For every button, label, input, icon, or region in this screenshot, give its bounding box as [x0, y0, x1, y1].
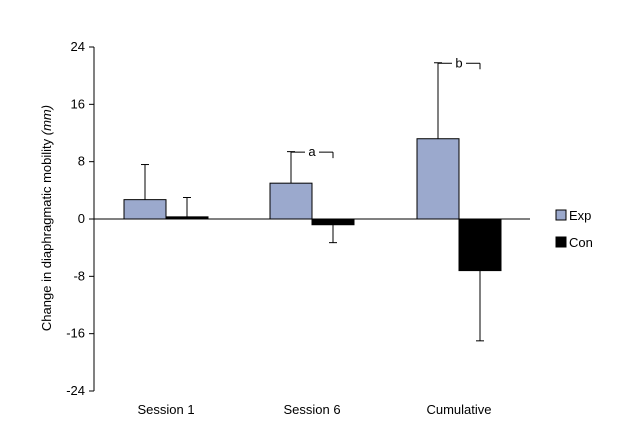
- y-tick-label: 0: [78, 211, 85, 226]
- y-tick-label: -8: [73, 268, 85, 283]
- legend-label-con: Con: [569, 235, 593, 250]
- y-tick-label: -24: [66, 383, 85, 398]
- significance-label: a: [308, 144, 316, 159]
- legend: Exp Con: [555, 208, 593, 250]
- x-tick-label: Session 6: [283, 402, 340, 417]
- annotations: ab: [290, 55, 481, 159]
- bar-con: [458, 218, 502, 272]
- legend-label-exp: Exp: [569, 208, 591, 223]
- y-tick-label: 24: [71, 39, 85, 54]
- bar-exp: [416, 138, 460, 220]
- legend-swatch-exp: [555, 209, 567, 221]
- significance-label: b: [455, 55, 462, 70]
- y-axis-label-unit: (mm): [39, 105, 54, 135]
- y-axis-label-main: Change in diaphragmatic mobility: [39, 135, 54, 331]
- y-axis: -24 -16 -8 0 8 16 24: [66, 39, 95, 398]
- category-labels: Session 1 Session 6 Cumulative: [137, 402, 491, 417]
- y-tick-label: 16: [71, 96, 85, 111]
- bar-exp: [123, 199, 167, 220]
- y-tick-label: -16: [66, 326, 85, 341]
- legend-swatch-con: [555, 236, 567, 248]
- x-tick-label: Cumulative: [426, 402, 491, 417]
- y-tick-label: 8: [78, 154, 85, 169]
- x-tick-label: Session 1: [137, 402, 194, 417]
- bar-con: [311, 218, 355, 226]
- bar-exp: [269, 182, 313, 220]
- y-axis-label: Change in diaphragmatic mobility (mm): [39, 105, 54, 331]
